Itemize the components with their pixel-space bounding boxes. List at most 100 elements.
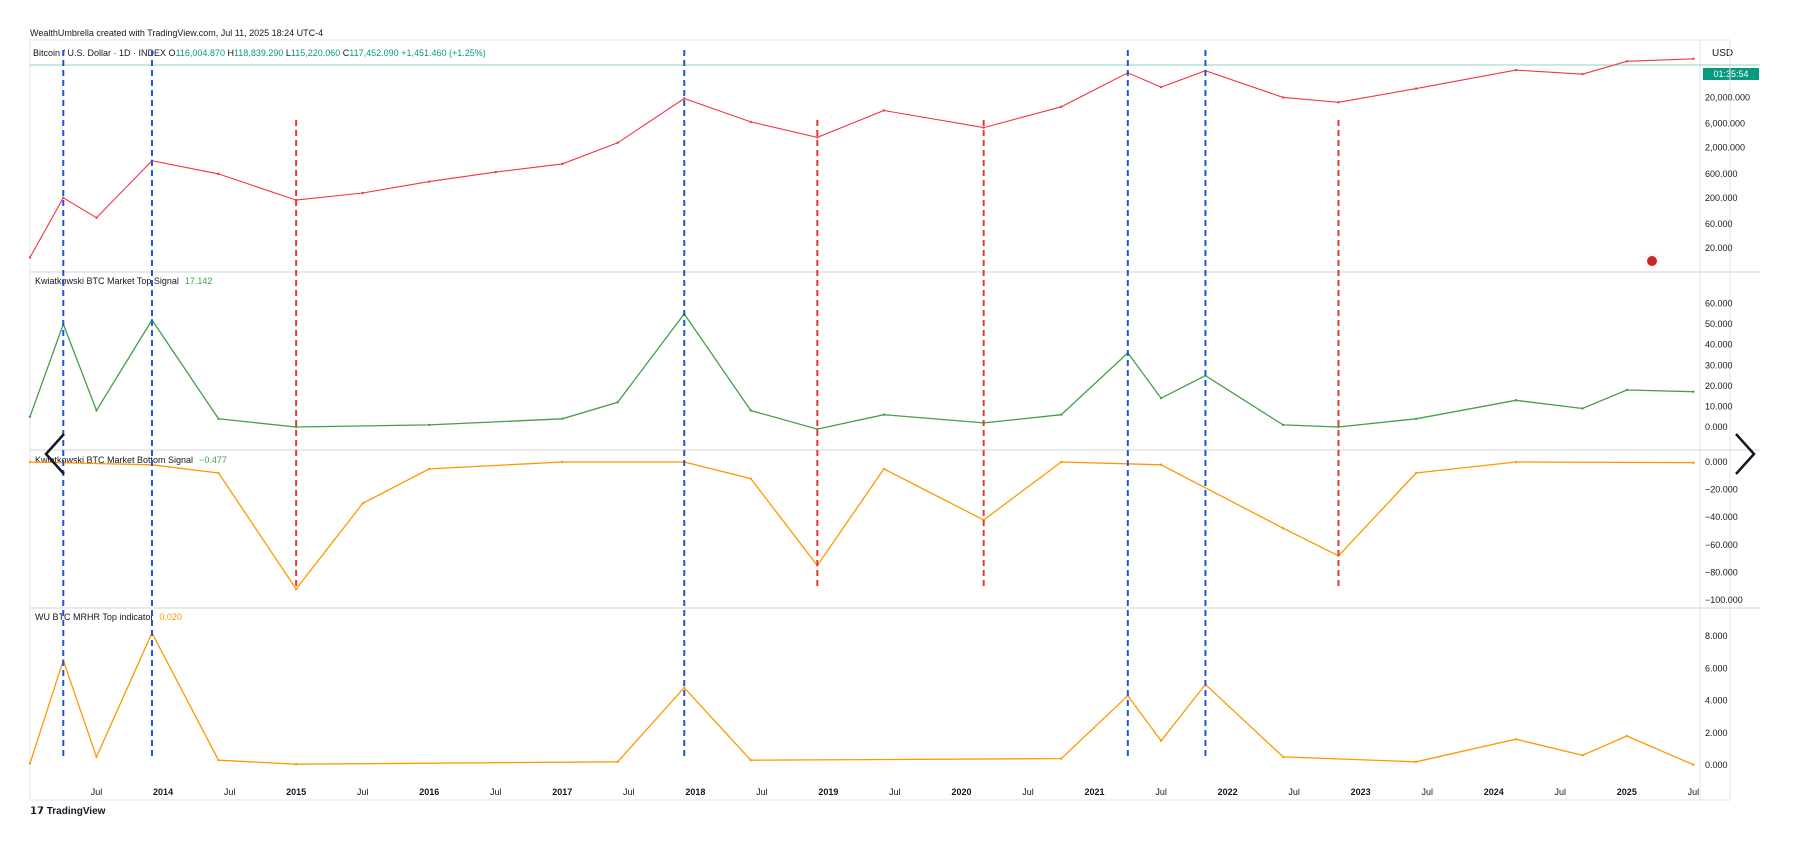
bottom-signal-tick-label: −20.000 bbox=[1705, 485, 1738, 495]
top-signal-tick-label: 60.000 bbox=[1705, 299, 1733, 309]
price-series bbox=[29, 58, 1694, 258]
price-series-point bbox=[62, 196, 65, 200]
time-tick-label: Jul bbox=[91, 787, 103, 797]
prev-arrow-button[interactable] bbox=[42, 430, 70, 478]
price-tick-label: 600.000 bbox=[1705, 169, 1738, 179]
bottom-signal-series-point bbox=[749, 477, 752, 480]
top-signal-series-point bbox=[1281, 423, 1285, 427]
price-series-point bbox=[616, 141, 619, 144]
mrhr-series-point bbox=[28, 762, 32, 765]
bottom-signal-series-point bbox=[1414, 471, 1418, 475]
mrhr-series-point bbox=[1581, 754, 1584, 757]
price-tick-label: 20.000 bbox=[1705, 243, 1733, 253]
tradingview-logo-icon: 𝟭𝟳 bbox=[30, 806, 47, 817]
top-signal-series-point bbox=[561, 417, 564, 420]
time-tick-label: Jul bbox=[889, 787, 901, 797]
mrhr-series bbox=[29, 631, 1694, 766]
chevron-left-icon bbox=[44, 433, 65, 475]
time-tick-label: Jul bbox=[1688, 787, 1700, 797]
time-tick-label: Jul bbox=[756, 787, 768, 797]
time-tick-label: 2015 bbox=[286, 787, 306, 797]
top-signal-tick-label: 40.000 bbox=[1705, 340, 1733, 350]
mrhr-series-point bbox=[1159, 739, 1163, 743]
bottom-signal-legend[interactable]: Kwiatkowski BTC Market Bottom Signal −0.4… bbox=[35, 455, 227, 465]
top-signal-tick-label: 10.000 bbox=[1705, 401, 1733, 411]
flag-icon[interactable] bbox=[1645, 254, 1659, 268]
top-signal-series-point bbox=[1692, 390, 1695, 393]
mrhr-series-point bbox=[1281, 755, 1285, 759]
top-signal-series-point bbox=[882, 413, 886, 416]
top-signal-tick-label: 50.000 bbox=[1705, 319, 1733, 329]
symbol-title: Bitcoin / U.S. Dollar · 1D · INDEX bbox=[33, 48, 167, 58]
mrhr-series-point bbox=[1625, 734, 1629, 738]
price-series-point bbox=[882, 109, 886, 112]
top-signal-series-point bbox=[1414, 417, 1418, 420]
bottom-signal-series-point bbox=[28, 460, 32, 464]
time-tick-label: Jul bbox=[1288, 787, 1300, 797]
time-tick-label: 2024 bbox=[1484, 787, 1504, 797]
bottom-signal-series-point bbox=[428, 467, 431, 471]
price-series-point bbox=[494, 170, 497, 174]
price-series-point bbox=[1281, 96, 1285, 99]
bottom-signal-series-point bbox=[561, 460, 564, 464]
price-series-point bbox=[428, 180, 431, 183]
close-label: C bbox=[342, 48, 350, 58]
price-tick-label: 60.000 bbox=[1705, 219, 1733, 229]
mrhr-series-point bbox=[1414, 760, 1418, 763]
mrhr-legend[interactable]: WU BTC MRHR Top indicator 0.020 bbox=[35, 612, 182, 622]
top-signal-series-point bbox=[1337, 425, 1340, 429]
top-signal-series bbox=[29, 312, 1694, 430]
top-signal-value: 17.142 bbox=[184, 276, 213, 286]
mrhr-series-point bbox=[683, 686, 686, 689]
time-tick-label: 2016 bbox=[419, 787, 439, 797]
bottom-signal-series bbox=[29, 461, 1694, 591]
time-tick-label: 2014 bbox=[153, 787, 173, 797]
price-tick-label: 20,000.000 bbox=[1705, 92, 1750, 102]
bottom-signal-tick-label: −40.000 bbox=[1705, 512, 1738, 522]
tradingview-logo-text: TradingView bbox=[46, 806, 106, 817]
price-tick-label: 200.000 bbox=[1705, 193, 1738, 203]
time-tick-label: 2020 bbox=[951, 787, 971, 797]
top-signal-label: Kwiatkowski BTC Market Top Signal bbox=[35, 276, 179, 286]
mrhr-tick-label: 2.000 bbox=[1705, 728, 1728, 738]
top-signal-tick-label: 20.000 bbox=[1705, 381, 1733, 391]
top-signal-series-point bbox=[816, 427, 819, 431]
chevron-right-icon bbox=[1735, 433, 1756, 475]
next-arrow-button[interactable] bbox=[1730, 430, 1758, 478]
low-label: L bbox=[285, 48, 291, 58]
price-series-point bbox=[1159, 85, 1163, 89]
top-signal-series-point bbox=[1581, 407, 1584, 410]
time-tick-label: 2023 bbox=[1351, 787, 1371, 797]
tradingview-logo: 𝟭𝟳 TradingView bbox=[30, 806, 105, 817]
top-signal-series-point bbox=[616, 401, 619, 404]
close-value: 117,452.090 bbox=[349, 48, 399, 58]
top-signal-series-point bbox=[95, 409, 98, 412]
price-series-point bbox=[1581, 73, 1584, 76]
price-series-point bbox=[1337, 101, 1340, 104]
time-tick-label: Jul bbox=[1421, 787, 1433, 797]
price-series-point bbox=[28, 256, 32, 259]
currency-label[interactable]: USD bbox=[1712, 48, 1734, 59]
price-series-point bbox=[361, 191, 364, 195]
top-signal-series-point bbox=[217, 417, 220, 420]
open-label: O bbox=[168, 48, 176, 58]
time-tick-label: Jul bbox=[1022, 787, 1034, 797]
bottom-signal-series-point bbox=[294, 587, 298, 591]
mrhr-series-point bbox=[749, 758, 752, 762]
time-tick-label: 2019 bbox=[818, 787, 838, 797]
bottom-signal-series-point bbox=[361, 502, 364, 505]
time-tick-label: Jul bbox=[224, 787, 236, 797]
price-series-point bbox=[982, 126, 985, 129]
price-series-point bbox=[816, 136, 819, 139]
price-tick-label: 2,000.000 bbox=[1705, 143, 1745, 153]
bottom-signal-series-point bbox=[1514, 460, 1518, 464]
top-signal-tick-label: 0.000 bbox=[1705, 422, 1728, 432]
top-signal-legend[interactable]: Kwiatkowski BTC Market Top Signal 17.142 bbox=[35, 276, 212, 286]
bottom-signal-tick-label: −100.000 bbox=[1705, 595, 1743, 605]
time-tick-label: 2021 bbox=[1085, 787, 1105, 797]
mrhr-series-point bbox=[1692, 763, 1695, 766]
bottom-signal-tick-label: −80.000 bbox=[1705, 567, 1738, 577]
time-tick-label: 2022 bbox=[1218, 787, 1238, 797]
mrhr-series-point bbox=[95, 755, 98, 759]
